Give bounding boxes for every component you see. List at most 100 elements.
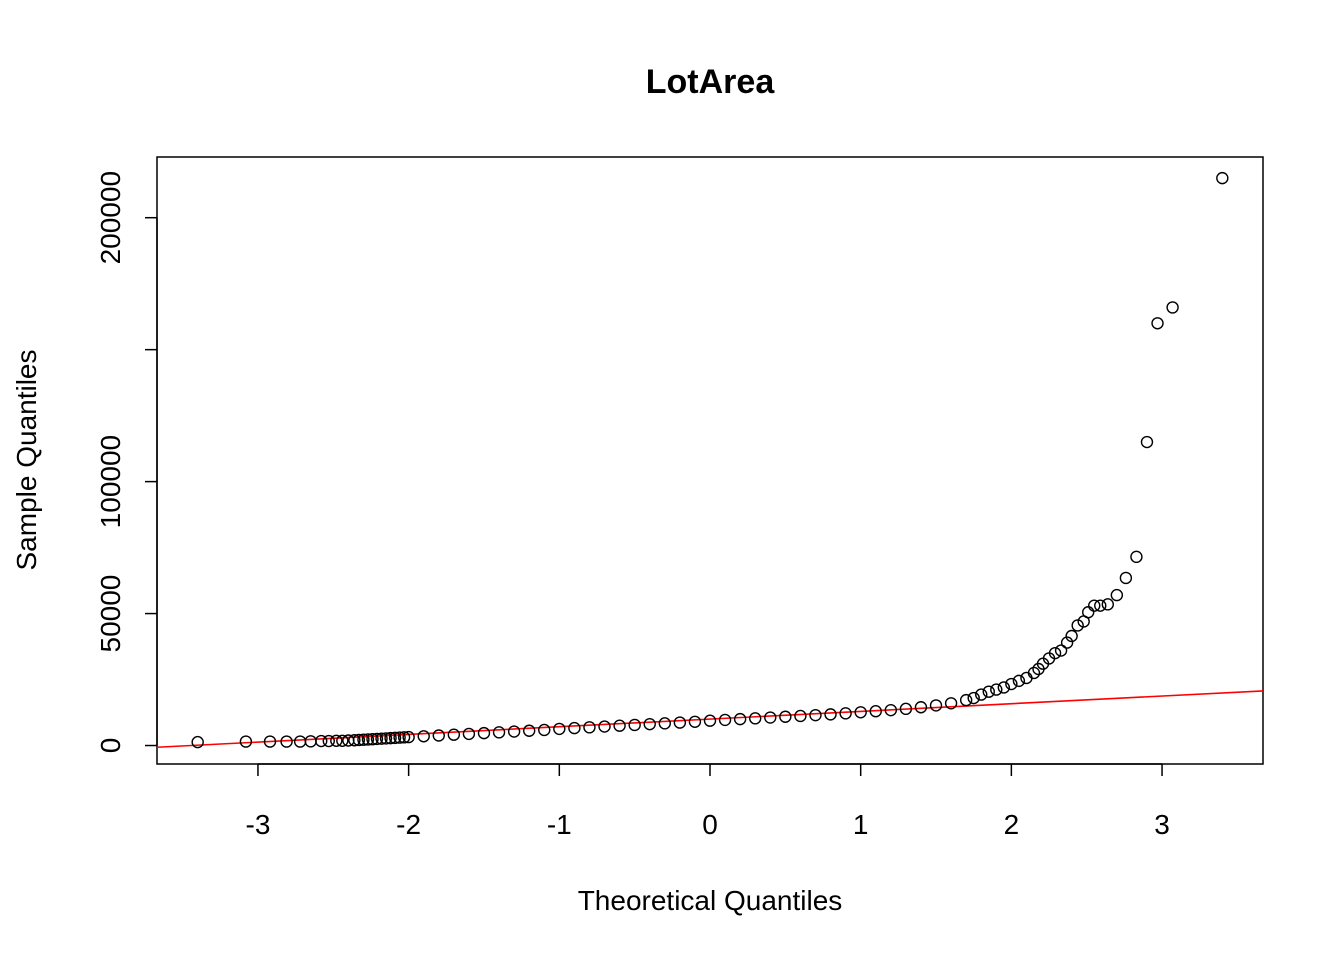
data-point: [352, 733, 366, 747]
data-point: [263, 735, 277, 748]
data-point: [1166, 301, 1179, 314]
data-point: [280, 735, 293, 748]
data-point: [944, 697, 958, 710]
data-point: [191, 735, 204, 749]
data-point: [432, 729, 445, 742]
data-point: [1140, 435, 1154, 449]
data-point: [1020, 671, 1033, 685]
data-point: [348, 734, 361, 747]
data-point: [492, 726, 506, 739]
x-tick-label: -1: [547, 809, 572, 840]
y-axis: 0 50000 100000 200000: [95, 171, 158, 754]
x-tick-label: 1: [853, 809, 869, 840]
data-point: [854, 706, 867, 719]
x-axis: -3 -2 -1 0 1 2 3: [246, 763, 1170, 840]
data-point: [1065, 629, 1078, 643]
data-point: [982, 685, 995, 698]
data-point: [322, 734, 335, 748]
y-tick-label: 50000: [95, 575, 126, 653]
data-point: [370, 732, 384, 746]
y-tick-label: 100000: [95, 435, 126, 528]
data-point: [538, 723, 551, 737]
data-point: [1005, 677, 1018, 691]
data-point: [388, 731, 402, 745]
chart-title: LotArea: [646, 63, 776, 101]
data-point: [975, 688, 988, 701]
x-tick-label: 0: [702, 809, 718, 840]
data-point: [553, 722, 566, 736]
y-tick-label: 200000: [95, 171, 126, 264]
data-point: [293, 735, 307, 748]
data-point: [1094, 599, 1107, 612]
data-point: [361, 733, 375, 746]
data-point: [658, 717, 671, 730]
data-point: [397, 731, 411, 744]
data-point: [997, 681, 1011, 694]
data-point: [1054, 644, 1068, 657]
data-point: [809, 708, 822, 722]
data-point: [522, 724, 536, 737]
data-point: [583, 721, 596, 734]
data-point: [330, 734, 343, 747]
data-point: [703, 714, 717, 727]
data-point: [749, 712, 762, 725]
data-point: [1151, 317, 1164, 330]
data-point: [688, 715, 702, 728]
data-point: [839, 707, 852, 720]
data-point: [628, 718, 641, 732]
data-point: [384, 731, 397, 745]
data-point: [1027, 666, 1041, 680]
data-point: [764, 711, 777, 724]
data-point: [598, 720, 611, 733]
x-tick-label: -3: [246, 809, 271, 840]
data-point: [869, 705, 882, 718]
data-point: [914, 701, 928, 714]
data-point: [1130, 550, 1143, 564]
data-point: [884, 703, 898, 717]
data-point: [568, 721, 581, 735]
data-point: [899, 702, 913, 716]
data-point: [1088, 599, 1101, 612]
data-point: [643, 717, 656, 731]
data-point: [366, 732, 379, 746]
plot-frame: [156, 156, 1264, 765]
data-point: [477, 726, 491, 740]
data-point: [1110, 588, 1124, 602]
data-point: [1048, 646, 1062, 660]
data-point: [824, 708, 837, 721]
data-point: [967, 691, 980, 705]
data-point: [1119, 571, 1133, 585]
y-tick-label: 0: [95, 738, 126, 754]
data-point: [417, 730, 430, 743]
qq-reference-line: [156, 690, 1264, 749]
data-point: [959, 693, 973, 707]
y-axis-title: Sample Quantiles: [11, 349, 42, 570]
data-point: [718, 713, 732, 727]
data-point: [462, 727, 476, 741]
x-tick-label: -2: [396, 809, 421, 840]
data-point: [1101, 598, 1114, 611]
data-point: [375, 732, 388, 745]
data-point: [239, 735, 253, 748]
data-point: [447, 728, 461, 741]
data-point: [733, 712, 747, 726]
data-point: [929, 699, 943, 712]
data-point: [315, 734, 328, 748]
data-point: [1216, 171, 1229, 185]
data-point: [1082, 606, 1095, 619]
data-point: [779, 710, 792, 723]
data-point: [304, 735, 317, 748]
data-point: [1012, 674, 1026, 688]
points-layer: [191, 171, 1229, 749]
data-point: [379, 732, 393, 745]
data-point: [1071, 619, 1084, 632]
data-point: [507, 725, 521, 738]
data-point: [613, 719, 626, 732]
x-axis-title: Theoretical Quantiles: [578, 885, 843, 916]
data-point: [336, 734, 349, 747]
data-point: [393, 731, 406, 744]
data-point: [673, 716, 687, 729]
data-point: [990, 683, 1003, 696]
data-point: [794, 709, 807, 723]
